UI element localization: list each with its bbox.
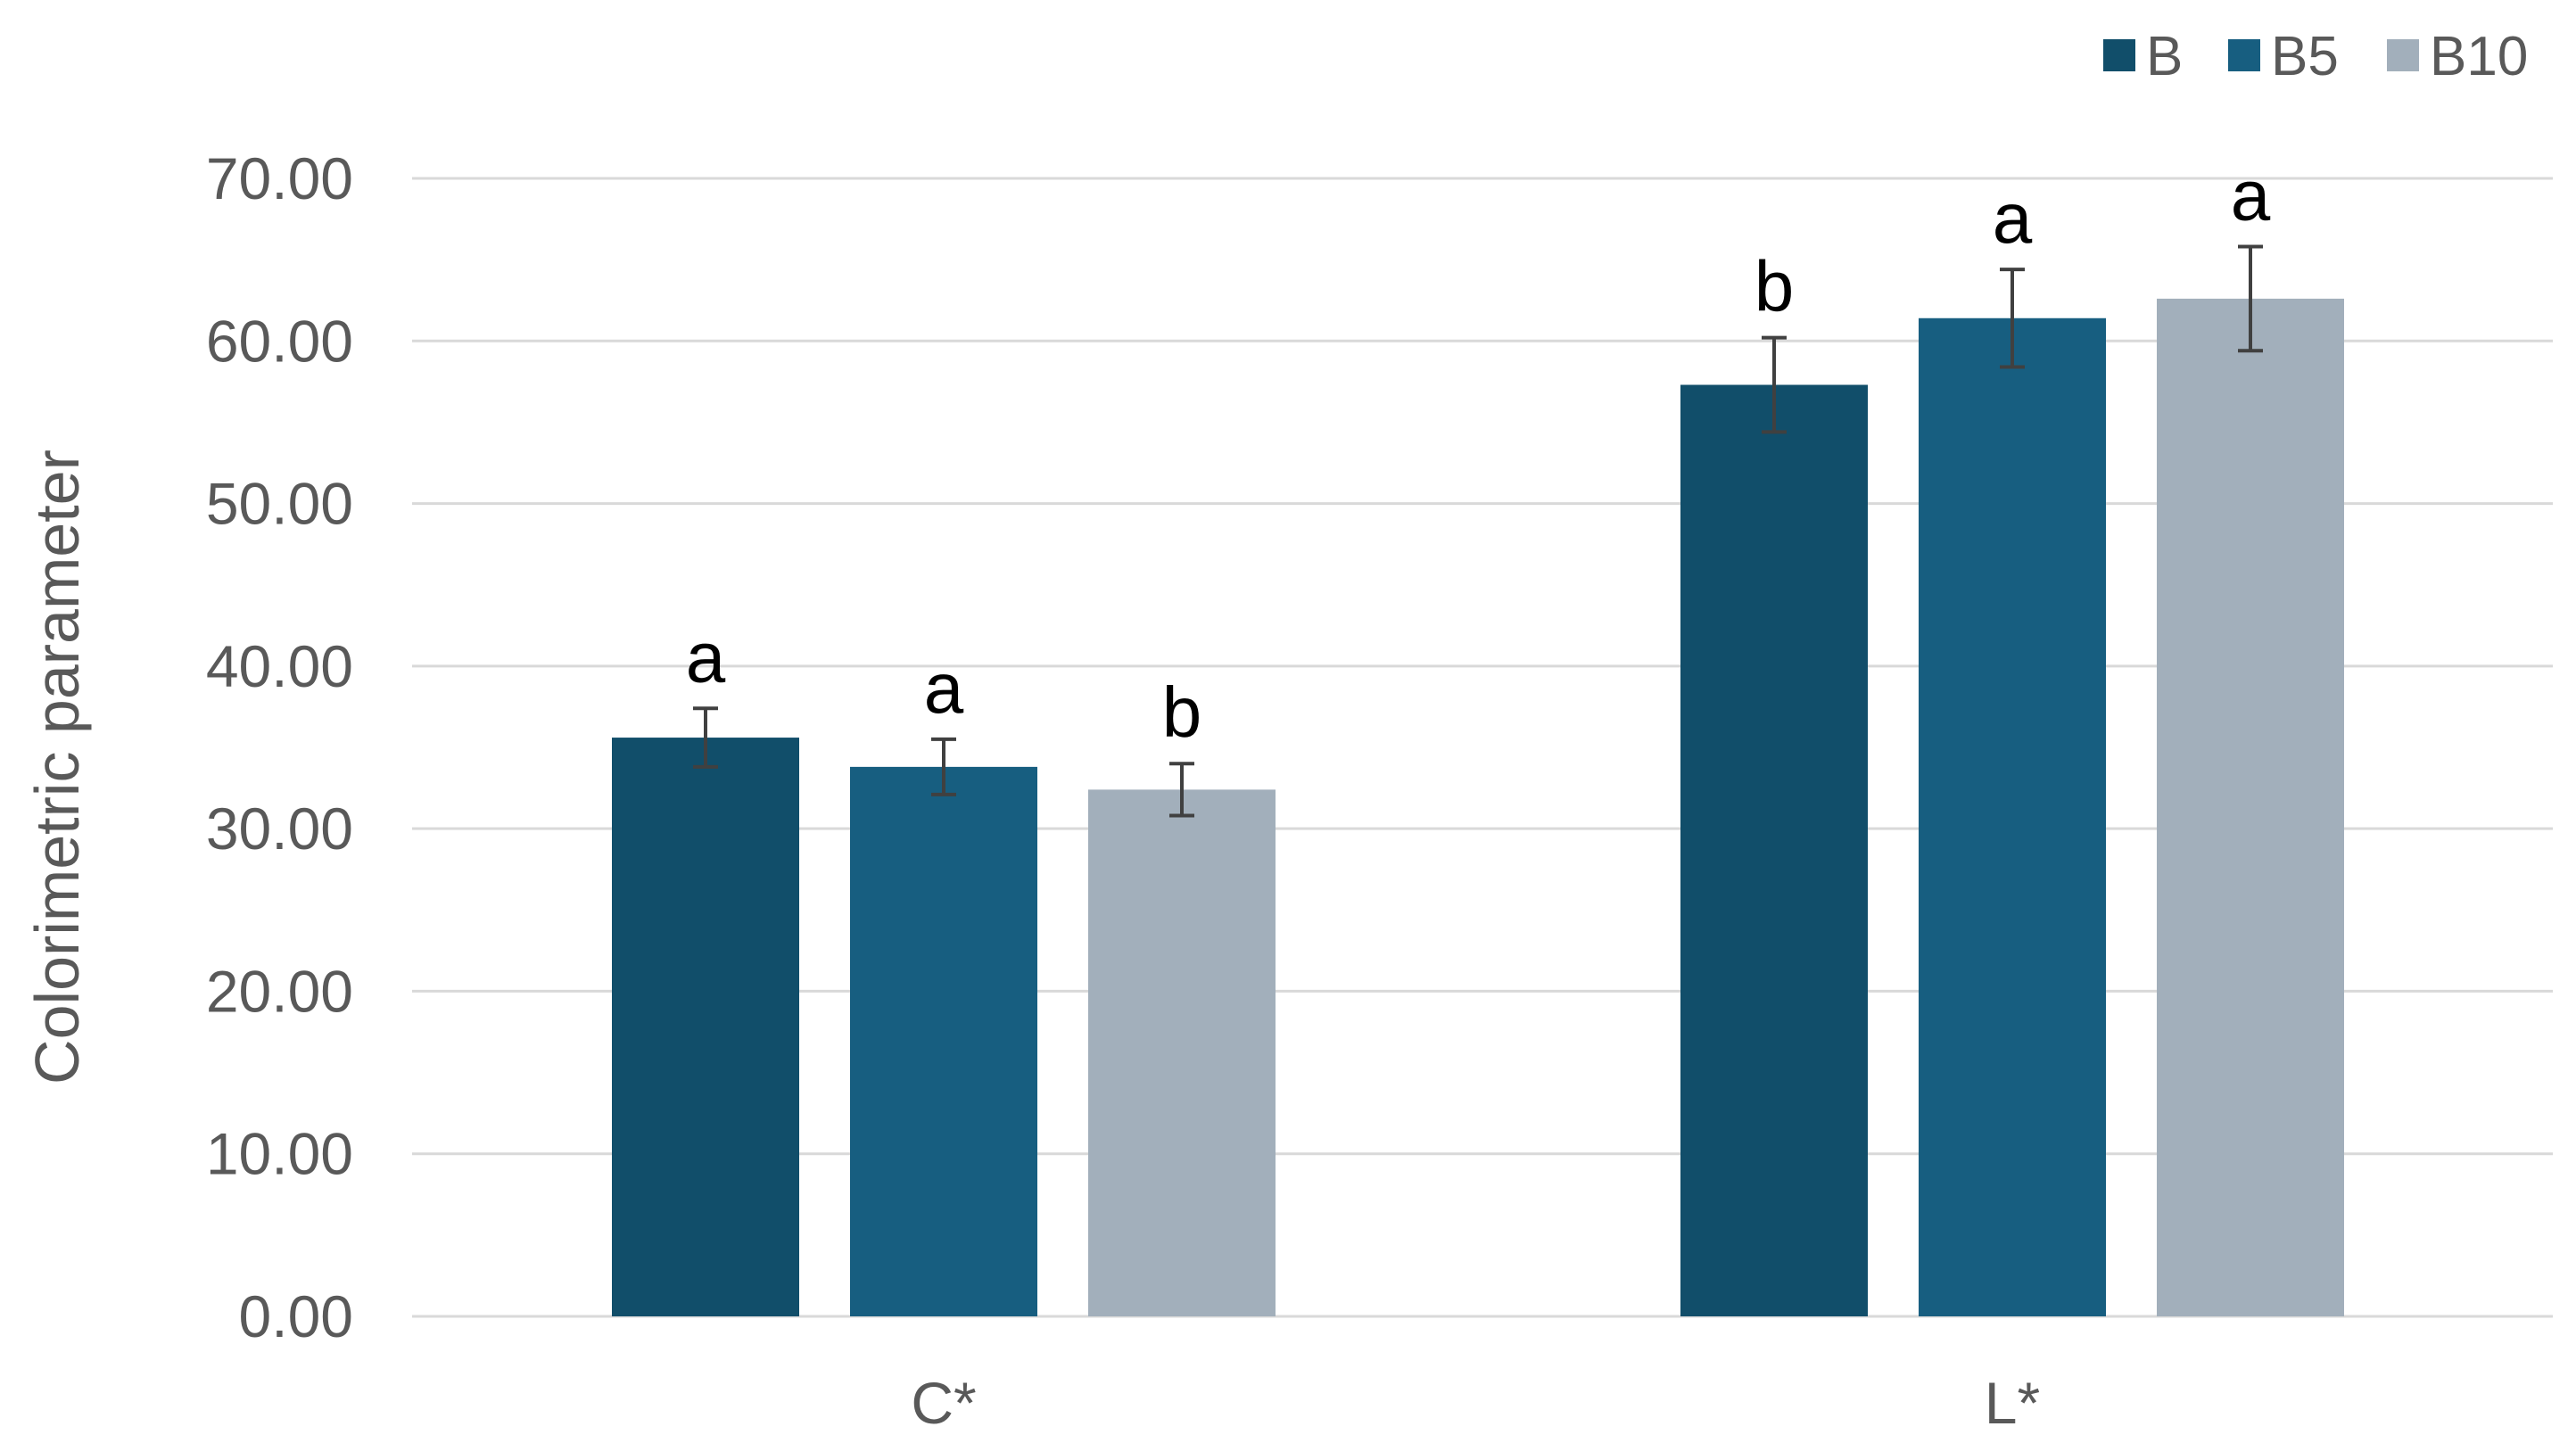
significance-label: a bbox=[1993, 178, 2033, 258]
bars bbox=[612, 298, 2344, 1317]
bar bbox=[2157, 298, 2344, 1317]
bar bbox=[612, 738, 799, 1316]
significance-label: a bbox=[2231, 156, 2271, 235]
bar bbox=[850, 766, 1037, 1316]
y-axis-ticks: 0.00 10.00 20.00 30.00 40.00 50.00 60.00 70.00 bbox=[206, 145, 353, 1349]
significance-label: b bbox=[1162, 672, 1202, 752]
legend-swatch bbox=[2103, 39, 2135, 71]
y-tick-label: 70.00 bbox=[206, 145, 353, 211]
y-tick-label: 30.00 bbox=[206, 796, 353, 862]
y-tick-label: 0.00 bbox=[239, 1283, 353, 1349]
legend-label: B bbox=[2146, 26, 2183, 87]
x-axis-categories: C* L* bbox=[911, 1370, 2040, 1436]
x-category-label: L* bbox=[1985, 1370, 2040, 1436]
bar bbox=[1919, 317, 2106, 1316]
legend-swatch bbox=[2228, 39, 2260, 71]
y-tick-label: 40.00 bbox=[206, 633, 353, 699]
x-category-label: C* bbox=[911, 1370, 976, 1436]
bar bbox=[1680, 384, 1868, 1316]
significance-label: a bbox=[924, 648, 964, 728]
significance-label: b bbox=[1754, 247, 1795, 326]
y-axis-title: Colorimetric parameter bbox=[22, 449, 92, 1084]
y-tick-label: 50.00 bbox=[206, 471, 353, 537]
y-tick-label: 60.00 bbox=[206, 308, 353, 374]
y-tick-label: 20.00 bbox=[206, 958, 353, 1024]
error-bars bbox=[693, 244, 2263, 818]
bar bbox=[1088, 789, 1276, 1316]
y-tick-label: 10.00 bbox=[206, 1121, 353, 1187]
legend: B B5 B10 bbox=[2103, 26, 2528, 87]
significance-label: a bbox=[686, 617, 726, 697]
legend-label: B10 bbox=[2430, 26, 2528, 87]
significance-labels: a a b b a a bbox=[686, 156, 2271, 753]
legend-swatch bbox=[2387, 39, 2419, 71]
legend-label: B5 bbox=[2271, 26, 2339, 87]
